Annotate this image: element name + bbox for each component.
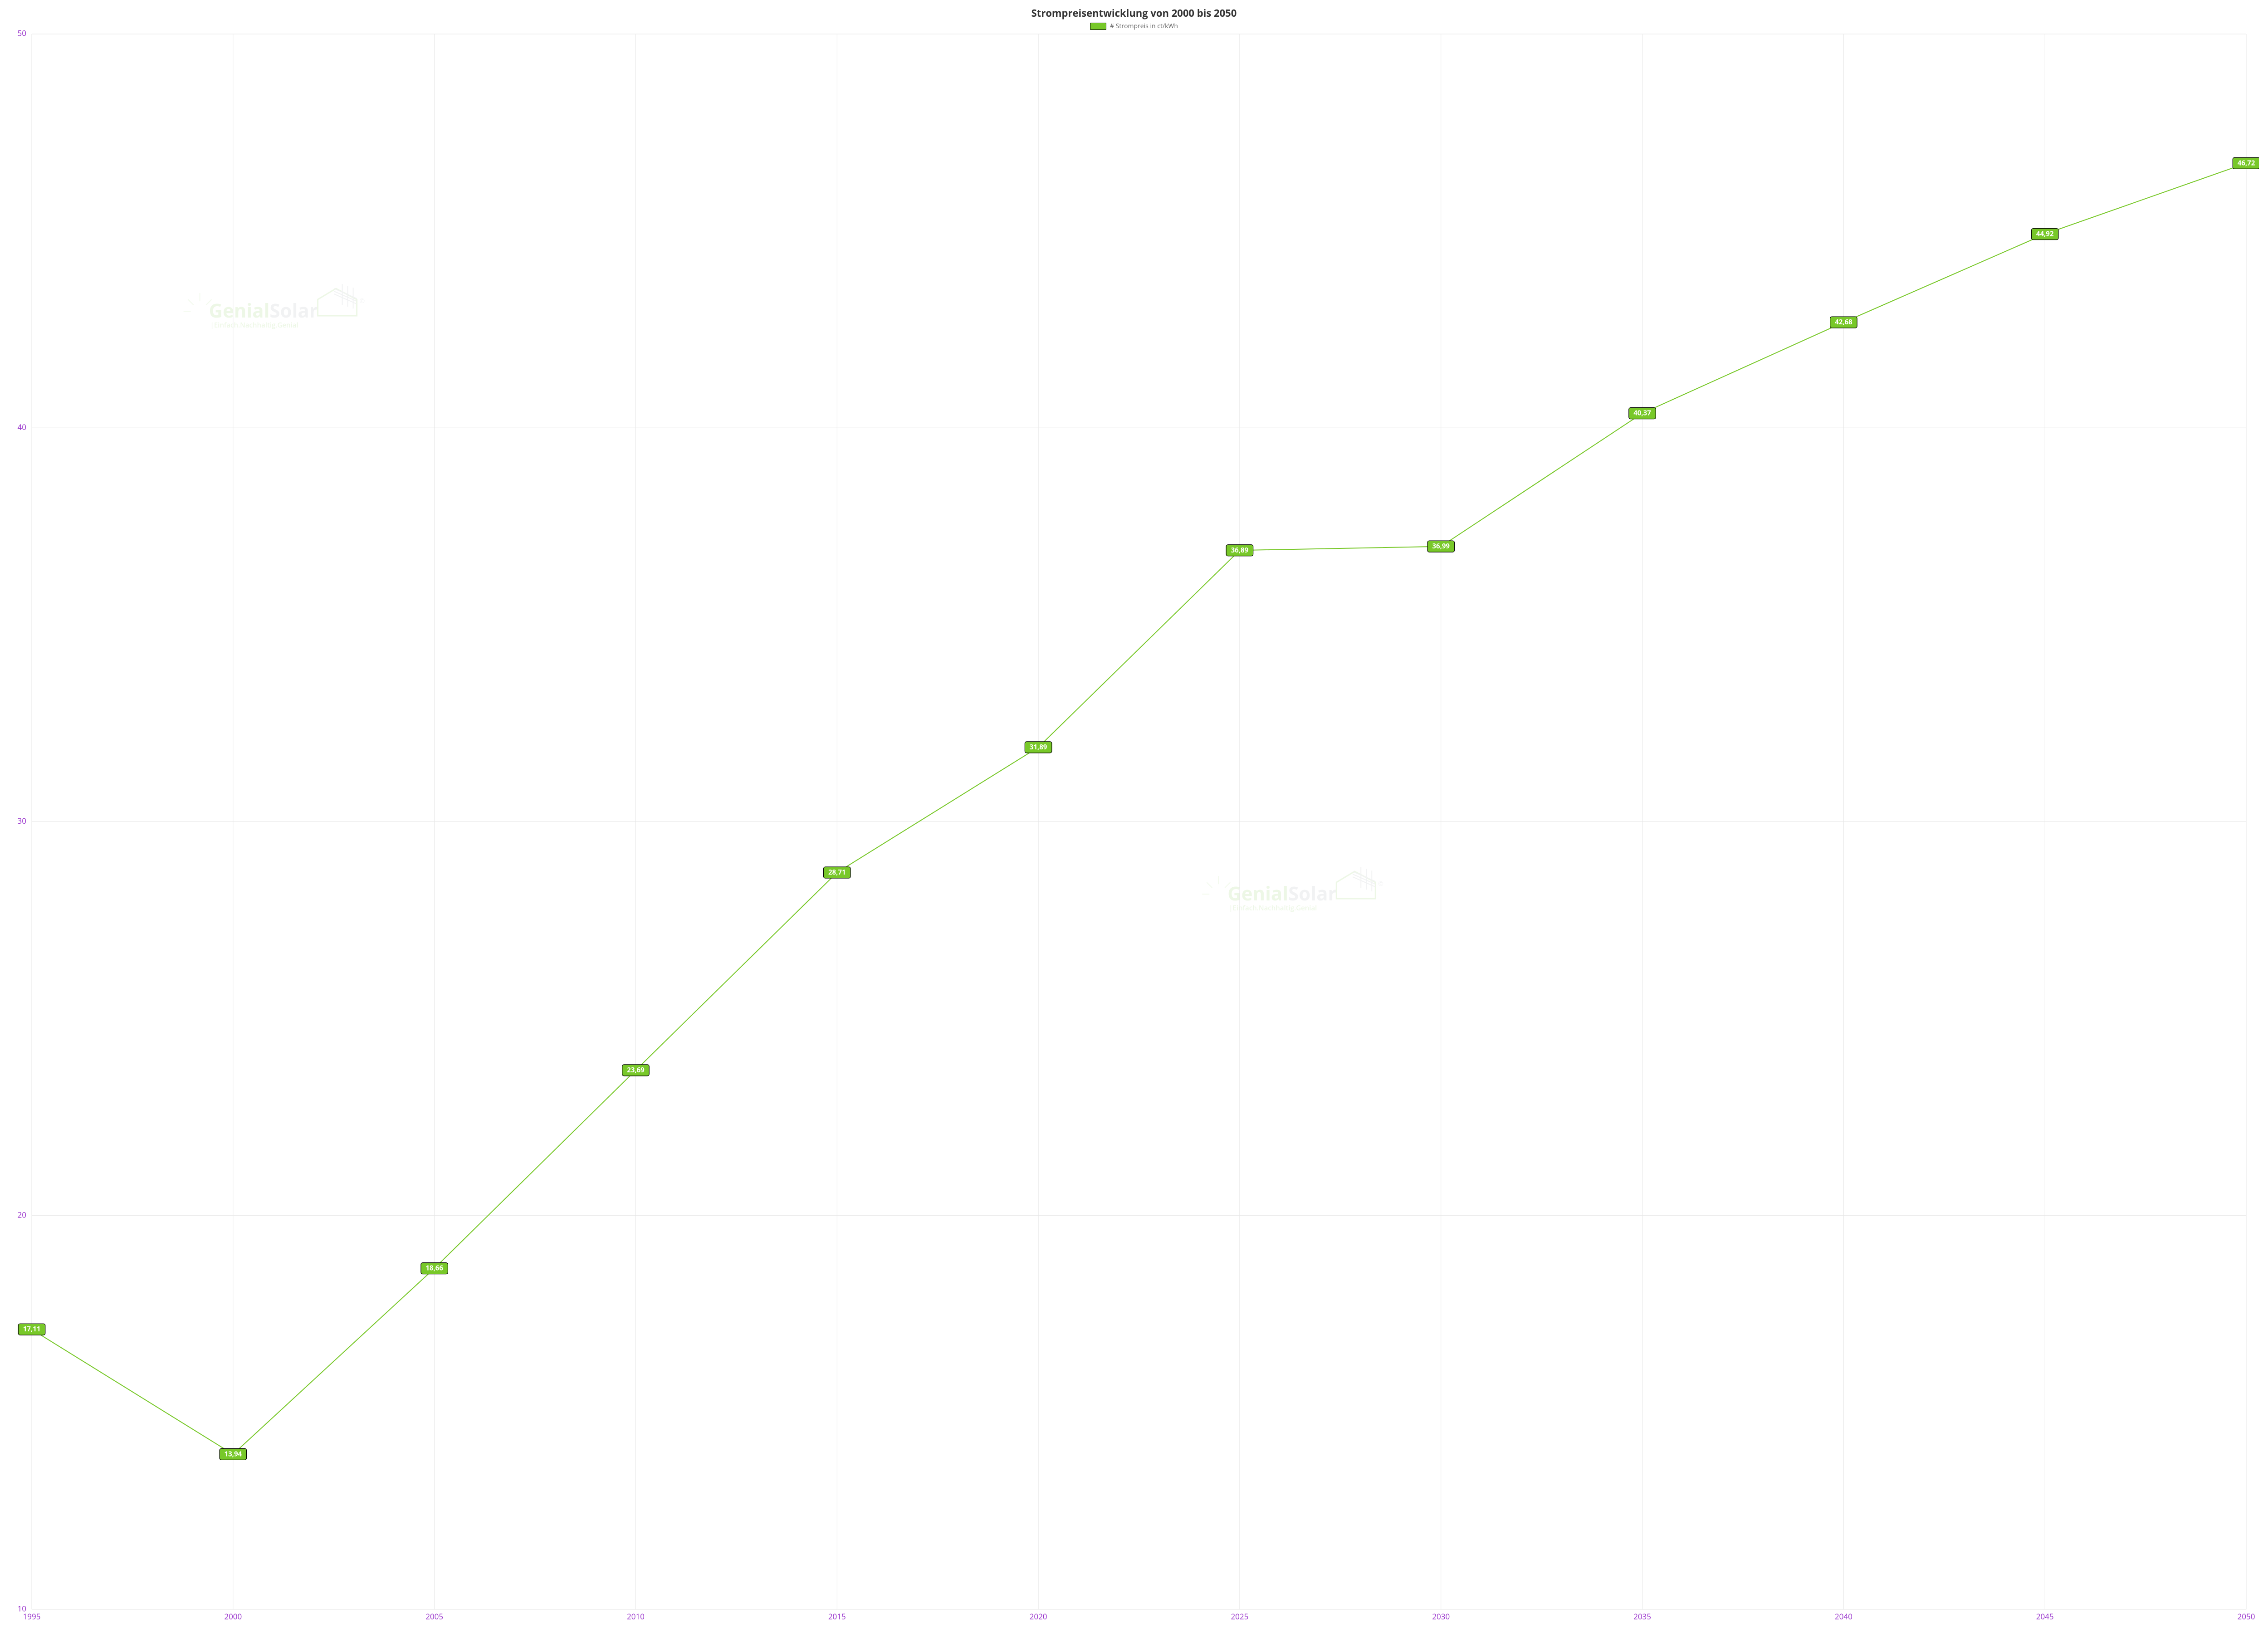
data-label: 18,66 — [421, 1263, 448, 1274]
data-label: 13,94 — [220, 1448, 247, 1460]
legend-swatch — [1090, 23, 1106, 30]
data-label: 42,68 — [1830, 317, 1857, 328]
x-tick-label: 2050 — [2238, 1611, 2255, 1622]
svg-text:46,72: 46,72 — [2238, 158, 2255, 167]
chart-container: Strompreisentwicklung von 2000 bis 2050 … — [0, 0, 2268, 1633]
x-tick-label: 1995 — [23, 1611, 41, 1622]
watermark: GenialSolar |Einfach.Nachhaltig.Genial © — [184, 284, 365, 330]
svg-text:18,66: 18,66 — [425, 1264, 443, 1273]
svg-text:44,92: 44,92 — [2036, 230, 2054, 239]
svg-text:40,37: 40,37 — [1633, 409, 1651, 418]
data-label: 36,89 — [1226, 545, 1253, 556]
legend-label: # Strompreis in ct/kWh — [1110, 22, 1178, 30]
data-label: 36,99 — [1427, 541, 1455, 552]
x-tick-label: 2000 — [224, 1611, 242, 1622]
data-label: 46,72 — [2233, 157, 2259, 169]
data-label: 31,89 — [1025, 742, 1052, 753]
svg-text:GenialSolar: GenialSolar — [1227, 880, 1336, 906]
x-tick-label: 2040 — [1835, 1611, 1853, 1622]
legend: # Strompreis in ct/kWh — [9, 22, 2259, 30]
data-label: 28,71 — [824, 867, 851, 878]
data-label: 17,11 — [18, 1324, 45, 1335]
x-tick-label: 2035 — [1633, 1611, 1651, 1622]
x-tick-label: 2045 — [2036, 1611, 2054, 1622]
svg-text:GenialSolar: GenialSolar — [209, 298, 318, 323]
svg-text:|Einfach.Nachhaltig.Genial: |Einfach.Nachhaltig.Genial — [210, 321, 298, 330]
data-label: 23,69 — [622, 1065, 650, 1076]
data-label: 40,37 — [1629, 408, 1656, 419]
svg-text:28,71: 28,71 — [828, 868, 846, 877]
y-tick-label: 20 — [18, 1209, 26, 1220]
x-tick-label: 2030 — [1432, 1611, 1450, 1622]
x-tick-label: 2005 — [425, 1611, 443, 1622]
x-tick-label: 2015 — [828, 1611, 846, 1622]
svg-text:13,94: 13,94 — [225, 1449, 242, 1458]
price-line — [32, 163, 2246, 1454]
plot-canvas: GenialSolar |Einfach.Nachhaltig.Genial © — [9, 30, 2259, 1625]
svg-text:31,89: 31,89 — [1030, 743, 1047, 752]
svg-text:©: © — [360, 297, 365, 305]
svg-text:|Einfach.Nachhaltig.Genial: |Einfach.Nachhaltig.Genial — [1229, 904, 1317, 913]
x-tick-label: 2010 — [627, 1611, 645, 1622]
svg-text:17,11: 17,11 — [23, 1325, 41, 1334]
svg-text:23,69: 23,69 — [627, 1066, 645, 1075]
plot-area: GenialSolar |Einfach.Nachhaltig.Genial © — [9, 30, 2259, 1625]
x-tick-label: 2020 — [1030, 1611, 1047, 1622]
svg-text:©: © — [1378, 880, 1383, 888]
svg-text:36,89: 36,89 — [1231, 546, 1249, 555]
svg-text:36,99: 36,99 — [1432, 542, 1450, 551]
watermark: GenialSolar |Einfach.Nachhaltig.Genial © — [1202, 867, 1383, 913]
chart-title: Strompreisentwicklung von 2000 bis 2050 — [9, 6, 2259, 20]
y-tick-label: 50 — [18, 30, 26, 39]
x-tick-label: 2025 — [1231, 1611, 1248, 1622]
data-label: 44,92 — [2031, 229, 2058, 240]
y-tick-label: 30 — [18, 816, 26, 826]
y-tick-label: 40 — [18, 422, 26, 432]
svg-text:42,68: 42,68 — [1835, 318, 1853, 327]
